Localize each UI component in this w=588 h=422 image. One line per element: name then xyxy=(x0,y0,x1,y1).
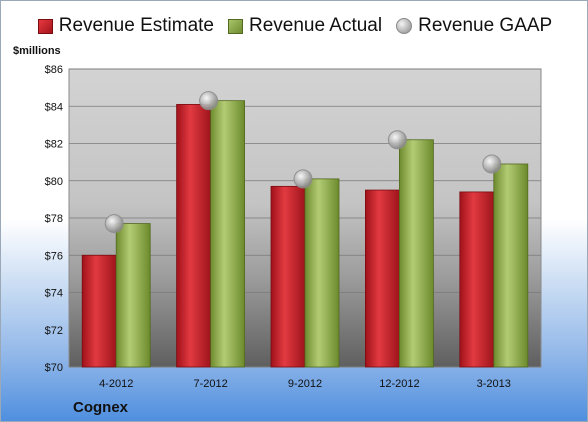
legend-swatch-estimate xyxy=(37,18,53,34)
x-tick-label: 4-2012 xyxy=(99,378,133,390)
bar-revenue-estimate xyxy=(459,191,495,368)
y-tick-label: $76 xyxy=(45,250,63,262)
legend-label-estimate: Revenue Estimate xyxy=(58,15,214,36)
marker-revenue-gaap xyxy=(387,130,407,150)
x-tick-label: 9-2012 xyxy=(288,378,322,390)
legend: Revenue Estimate Revenue Actual Revenue … xyxy=(1,15,588,37)
bar-revenue-estimate xyxy=(81,254,117,368)
y-tick-label: $78 xyxy=(45,213,63,225)
legend-swatch-actual xyxy=(228,18,243,34)
legend-label-gaap: Revenue GAAP xyxy=(418,15,553,36)
bar-revenue-estimate xyxy=(364,189,400,368)
x-tick-label: 3-2013 xyxy=(477,378,511,390)
bar-revenue-actual xyxy=(115,223,151,368)
y-tick-label: $72 xyxy=(45,325,63,337)
bar-revenue-actual xyxy=(493,163,529,368)
x-tick-label: 12-2012 xyxy=(379,378,419,390)
company-name: Cognex xyxy=(73,399,129,416)
bar-revenue-estimate xyxy=(176,103,212,368)
legend-marker-gaap xyxy=(396,18,413,34)
x-tick-label: 7-2012 xyxy=(193,378,227,390)
legend-item-estimate: Revenue Estimate xyxy=(37,15,214,37)
bar-revenue-actual xyxy=(304,178,340,368)
legend-item-gaap: Revenue GAAP xyxy=(396,15,552,37)
y-tick-label: $70 xyxy=(45,362,63,374)
y-tick-label: $84 xyxy=(45,101,63,113)
y-tick-label: $74 xyxy=(45,288,63,300)
bar-revenue-estimate xyxy=(270,185,306,368)
marker-revenue-gaap xyxy=(104,214,124,234)
bar-revenue-actual xyxy=(210,100,246,368)
marker-revenue-gaap xyxy=(199,91,219,111)
y-tick-label: $82 xyxy=(45,139,63,151)
y-axis-unit-label: $millions xyxy=(13,45,61,57)
legend-label-actual: Revenue Actual xyxy=(249,15,383,36)
y-tick-label: $80 xyxy=(45,176,63,188)
marker-revenue-gaap xyxy=(293,169,313,189)
bar-revenue-actual xyxy=(398,139,434,368)
marker-revenue-gaap xyxy=(482,154,502,174)
legend-item-actual: Revenue Actual xyxy=(228,15,382,37)
y-tick-label: $86 xyxy=(45,64,63,76)
